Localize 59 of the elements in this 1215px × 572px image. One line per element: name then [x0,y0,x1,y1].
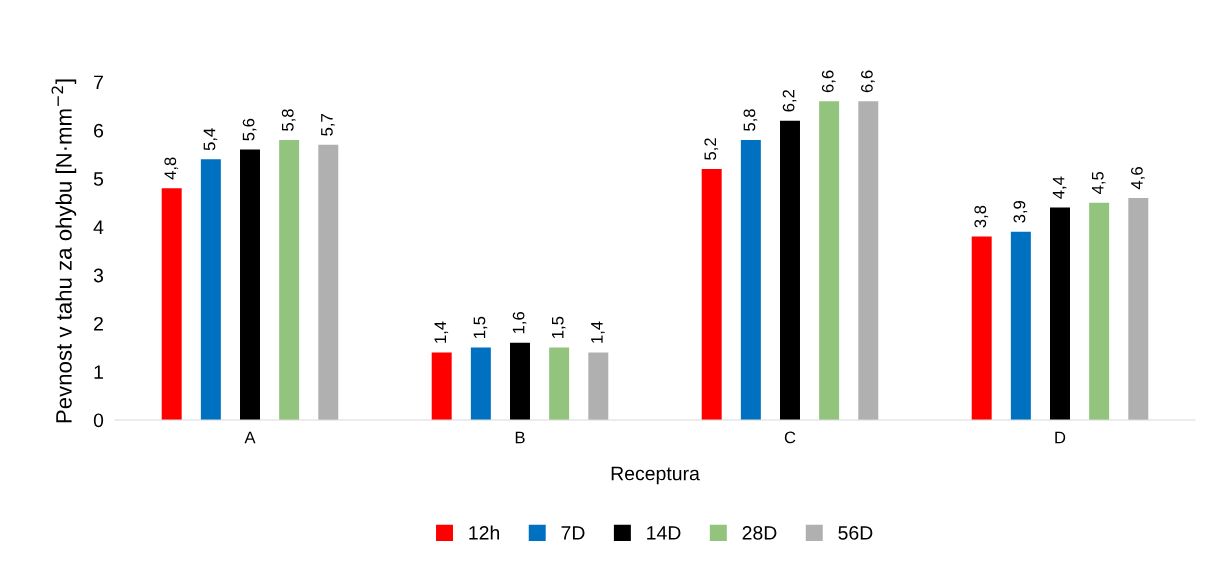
data-label: 4,4 [1052,176,1067,199]
y-tick-label: 5 [93,172,104,186]
data-label: 4,8 [164,157,179,180]
x-tick-label: C [784,431,796,444]
y-axis-title: Pevnost v tahu za ohybu [N·mm$^{−2}$] [51,79,77,423]
bar [318,144,339,420]
data-label: 6,6 [860,70,875,93]
bar [701,168,722,420]
data-label: 1,4 [434,321,449,343]
bar [1128,197,1149,420]
bar [510,342,530,420]
bar [1050,207,1070,420]
data-label: 1,6 [512,311,527,334]
x-tick-label: A [244,431,256,444]
bar [279,139,300,420]
y-tick-label: 7 [94,75,103,90]
data-label: 5,4 [203,128,218,151]
data-label: 3,8 [974,205,989,228]
y-tick-label: 6 [94,123,104,138]
bar [200,159,221,420]
data-label: 6,2 [782,89,797,112]
y-tick-label: 3 [93,268,104,283]
data-label: 5,8 [743,109,758,131]
bar [1010,231,1031,420]
y-tick-label: 2 [94,316,103,331]
data-label: 5,6 [242,118,257,141]
data-label: 6,6 [821,70,836,93]
bar [549,347,570,420]
bar [161,188,182,420]
x-tick-label: B [515,431,525,444]
bar [780,120,800,420]
legend-label: 28D [742,526,777,540]
bar [470,347,491,420]
legend-label: 12h [469,525,500,540]
data-label: 1,4 [591,321,605,343]
bar [819,101,840,420]
x-axis-title: Receptura [611,466,700,485]
bar [1089,202,1110,420]
data-label: 4,6 [1130,167,1145,190]
data-label: 3,9 [1013,200,1028,223]
bar [588,352,609,420]
y-tick-label: 4 [93,220,104,234]
bar [858,101,879,420]
data-label: 5,7 [321,114,335,136]
bar [740,139,761,420]
legend-label: 7D [561,526,585,540]
legend-label: 56D [838,526,873,540]
bar [431,352,452,420]
legend-label: 14D [647,526,681,540]
data-label: 1,5 [473,316,488,338]
data-label: 5,2 [704,138,719,160]
x-tick-label: D [1055,431,1066,444]
data-label: 5,8 [281,109,296,131]
y-tick-label: 0 [93,413,104,428]
y-tick-label: 1 [94,365,103,379]
data-label: 1,5 [551,316,566,338]
data-label: 4,5 [1091,171,1106,194]
bar [240,149,260,420]
bar [971,236,992,420]
